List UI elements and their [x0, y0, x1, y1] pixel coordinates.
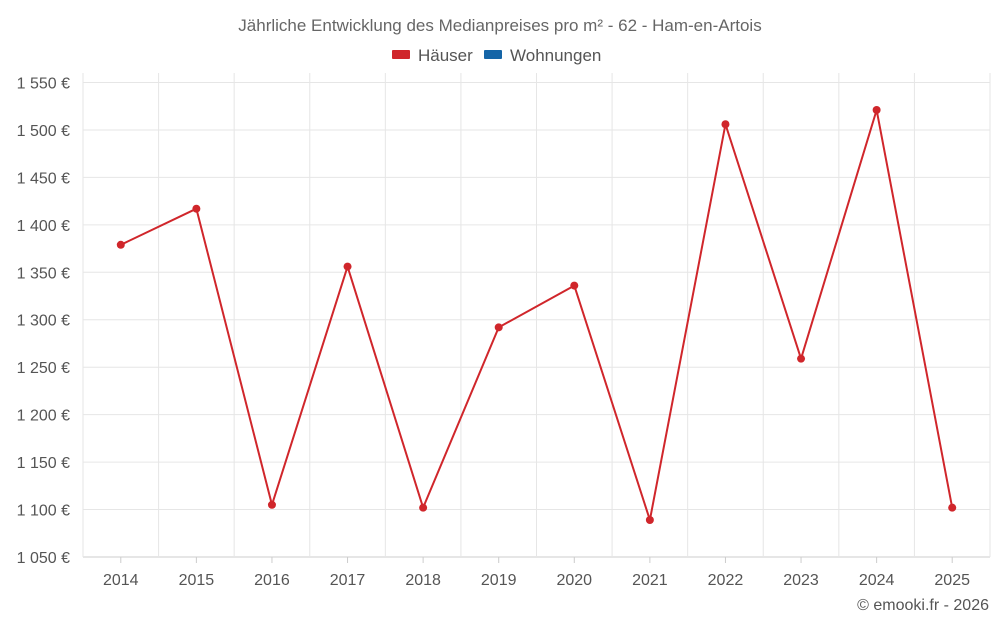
- data-point-haeuser[interactable]: [494, 323, 503, 332]
- copyright-text: © emooki.fr - 2026: [857, 597, 989, 614]
- x-tick-label: 2022: [708, 572, 744, 589]
- x-tick-label: 2020: [556, 572, 592, 589]
- legend-item-haeuser[interactable]: Häuser: [392, 46, 473, 65]
- y-tick-label: 1 550 €: [17, 75, 70, 92]
- x-tick-label: 2018: [405, 572, 441, 589]
- data-point-haeuser[interactable]: [116, 240, 125, 249]
- y-tick-label: 1 100 €: [17, 503, 70, 520]
- y-tick-label: 1 500 €: [17, 123, 70, 140]
- data-point-haeuser[interactable]: [570, 281, 579, 290]
- x-tick-label: 2021: [632, 572, 668, 589]
- x-tick-label: 2015: [179, 572, 215, 589]
- x-tick-label: 2025: [934, 572, 970, 589]
- x-tick-label: 2023: [783, 572, 819, 589]
- x-tick-label: 2014: [103, 572, 139, 589]
- y-tick-label: 1 150 €: [17, 455, 70, 472]
- data-point-haeuser[interactable]: [267, 500, 276, 509]
- y-tick-label: 1 300 €: [17, 313, 70, 330]
- series-line-haeuser: [120, 109, 954, 521]
- y-tick-label: 1 250 €: [17, 360, 70, 377]
- data-point-haeuser[interactable]: [948, 503, 957, 512]
- legend: Häuser Wohnungen: [392, 46, 601, 65]
- data-point-haeuser[interactable]: [645, 515, 654, 524]
- data-point-haeuser[interactable]: [721, 120, 730, 129]
- x-tick-label: 2017: [330, 572, 366, 589]
- x-tick-label: 2019: [481, 572, 517, 589]
- y-axis-tick-labels: 1 050 € 1 100 € 1 150 € 1 200 € 1 250 € 1 300…: [17, 75, 70, 567]
- y-tick-label: 1 400 €: [17, 218, 70, 235]
- chart-title: Jährliche Entwicklung des Medianpreises …: [238, 16, 761, 35]
- legend-swatch-wohnungen: [484, 50, 502, 59]
- data-point-haeuser[interactable]: [419, 503, 428, 512]
- data-point-haeuser[interactable]: [797, 354, 806, 363]
- data-point-haeuser[interactable]: [192, 204, 201, 213]
- y-tick-label: 1 350 €: [17, 265, 70, 282]
- x-tick-label: 2024: [859, 572, 895, 589]
- data-point-haeuser[interactable]: [343, 262, 352, 271]
- legend-label-haeuser: Häuser: [418, 46, 473, 65]
- x-tick-label: 2016: [254, 572, 290, 589]
- legend-swatch-haeuser: [392, 50, 410, 59]
- y-tick-label: 1 450 €: [17, 170, 70, 187]
- legend-label-wohnungen: Wohnungen: [510, 46, 601, 65]
- series-haeuser: [116, 106, 957, 524]
- x-axis-tick-labels: 2014 2015 2016 2017 2018 2019 2020 2021 2022 2023…: [103, 557, 970, 589]
- y-tick-label: 1 200 €: [17, 408, 70, 425]
- data-point-haeuser[interactable]: [872, 106, 881, 115]
- y-tick-label: 1 050 €: [17, 550, 70, 567]
- legend-item-wohnungen[interactable]: Wohnungen: [484, 46, 601, 65]
- grid-lines: [82, 73, 991, 558]
